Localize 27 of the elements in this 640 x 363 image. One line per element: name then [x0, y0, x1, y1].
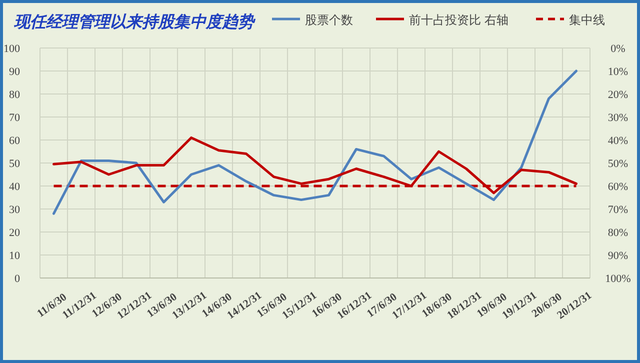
- y-tick-label: 30: [9, 204, 20, 216]
- legend-label: 前十占投资比 右轴: [409, 13, 508, 27]
- line-series: [52, 70, 578, 215]
- y-tick-label: 90: [9, 66, 20, 78]
- y2-tick-label: 40%: [608, 135, 628, 147]
- y-tick-label: 60: [9, 135, 20, 147]
- y-tick-label: 20: [9, 227, 20, 239]
- y-tick-label: 70: [9, 112, 20, 124]
- y2-tick-label: 70%: [608, 204, 628, 216]
- y-tick-label: 10: [9, 250, 20, 262]
- y-tick-label: 40: [9, 181, 20, 193]
- chart-title: 现任经理管理以来持股集中度趋势: [13, 12, 256, 31]
- legend-label: 股票个数: [305, 13, 353, 27]
- y2-tick-label: 0%: [610, 43, 626, 55]
- y2-tick-label: 20%: [608, 89, 628, 101]
- y-tick-label: 100: [4, 43, 20, 55]
- y2-tick-label: 90%: [608, 250, 628, 262]
- y2-tick-label: 50%: [608, 158, 628, 170]
- legend-label: 集中线: [569, 13, 605, 27]
- y2-tick-label: 100%: [605, 273, 631, 285]
- y2-tick-label: 10%: [608, 66, 628, 78]
- y-tick-label: 0: [14, 273, 20, 285]
- y-tick-label: 50: [9, 158, 20, 170]
- y2-tick-label: 60%: [608, 181, 628, 193]
- y2-tick-label: 30%: [608, 112, 628, 124]
- y-tick-label: 80: [9, 89, 20, 101]
- y2-tick-label: 80%: [608, 227, 628, 239]
